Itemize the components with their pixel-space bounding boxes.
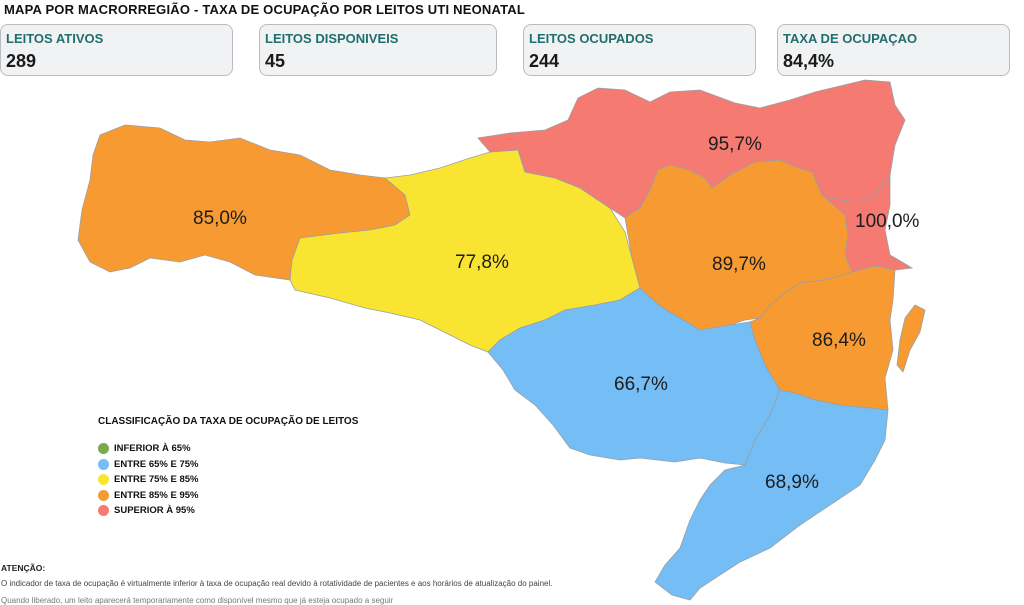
legend-item-65-75: ENTRE 65% E 75% <box>98 457 358 473</box>
legend-label: SUPERIOR À 95% <box>114 505 195 517</box>
card-taxa-ocupacao: TAXA DE OCUPAÇAO 84,4% <box>777 24 1010 76</box>
legend-dot <box>98 489 109 501</box>
card-value: 244 <box>529 51 560 71</box>
legend-dot <box>98 443 109 455</box>
card-leitos-disponiveis: LEITOS DISPONIVEIS 45 <box>259 24 497 76</box>
legend-title: CLASSIFICAÇÃO DA TAXA DE OCUPAÇÃO DE LEI… <box>98 416 359 427</box>
map-legend: CLASSIFICAÇÃO DA TAXA DE OCUPAÇÃO DE LEI… <box>98 416 358 519</box>
card-label: TAXA DE OCUPAÇAO <box>783 31 918 46</box>
legend-dot <box>98 474 109 486</box>
card-value: 45 <box>265 51 286 71</box>
legend-item-superior-95: SUPERIOR À 95% <box>98 503 358 519</box>
legend-label: ENTRE 85% E 95% <box>114 489 199 501</box>
legend-item-85-95: ENTRE 85% E 95% <box>98 488 358 504</box>
legend-item-75-85: ENTRE 75% E 85% <box>98 472 358 488</box>
label-meio-oeste: 77,8% <box>455 252 509 273</box>
label-oeste: 85,0% <box>193 208 247 229</box>
page-title: MAPA POR MACRORREGIÃO - TAXA DE OCUPAÇÃO… <box>4 2 526 17</box>
note-title: ATENÇÃO: <box>1 563 46 573</box>
label-grande-florianopolis: 86,4% <box>812 330 866 351</box>
card-label: LEITOS ATIVOS <box>6 31 104 46</box>
legend-item-inferior-65: INFERIOR À 65% <box>98 441 358 457</box>
label-serra: 66,7% <box>614 374 668 395</box>
note-text: O indicador de taxa de ocupação é virtua… <box>1 579 553 588</box>
state-map: 85,0% 77,8% 95,7% 100,0% 89,7% 86,4% 66,… <box>77 79 926 601</box>
legend-label: ENTRE 75% E 85% <box>114 474 199 486</box>
label-sul: 68,9% <box>765 472 819 493</box>
label-alto-vale: 89,7% <box>712 254 766 275</box>
region-island <box>896 304 926 373</box>
label-planalto-norte: 95,7% <box>708 134 762 155</box>
card-label: LEITOS OCUPADOS <box>529 31 654 46</box>
region-sul[interactable] <box>654 389 889 601</box>
label-foz-itajai: 100,0% <box>855 211 920 232</box>
card-value: 84,4% <box>783 51 835 71</box>
legend-label: INFERIOR À 65% <box>114 443 191 455</box>
card-label: LEITOS DISPONIVEIS <box>265 31 399 46</box>
legend-dot <box>98 505 109 517</box>
card-value: 289 <box>6 51 37 71</box>
legend-dot <box>98 458 109 470</box>
card-leitos-ativos: LEITOS ATIVOS 289 <box>0 24 233 76</box>
note-text-2: Quando liberado, um leito aparecerá temp… <box>1 596 394 605</box>
legend-label: ENTRE 65% E 75% <box>114 458 199 470</box>
card-leitos-ocupados: LEITOS OCUPADOS 244 <box>523 24 756 76</box>
